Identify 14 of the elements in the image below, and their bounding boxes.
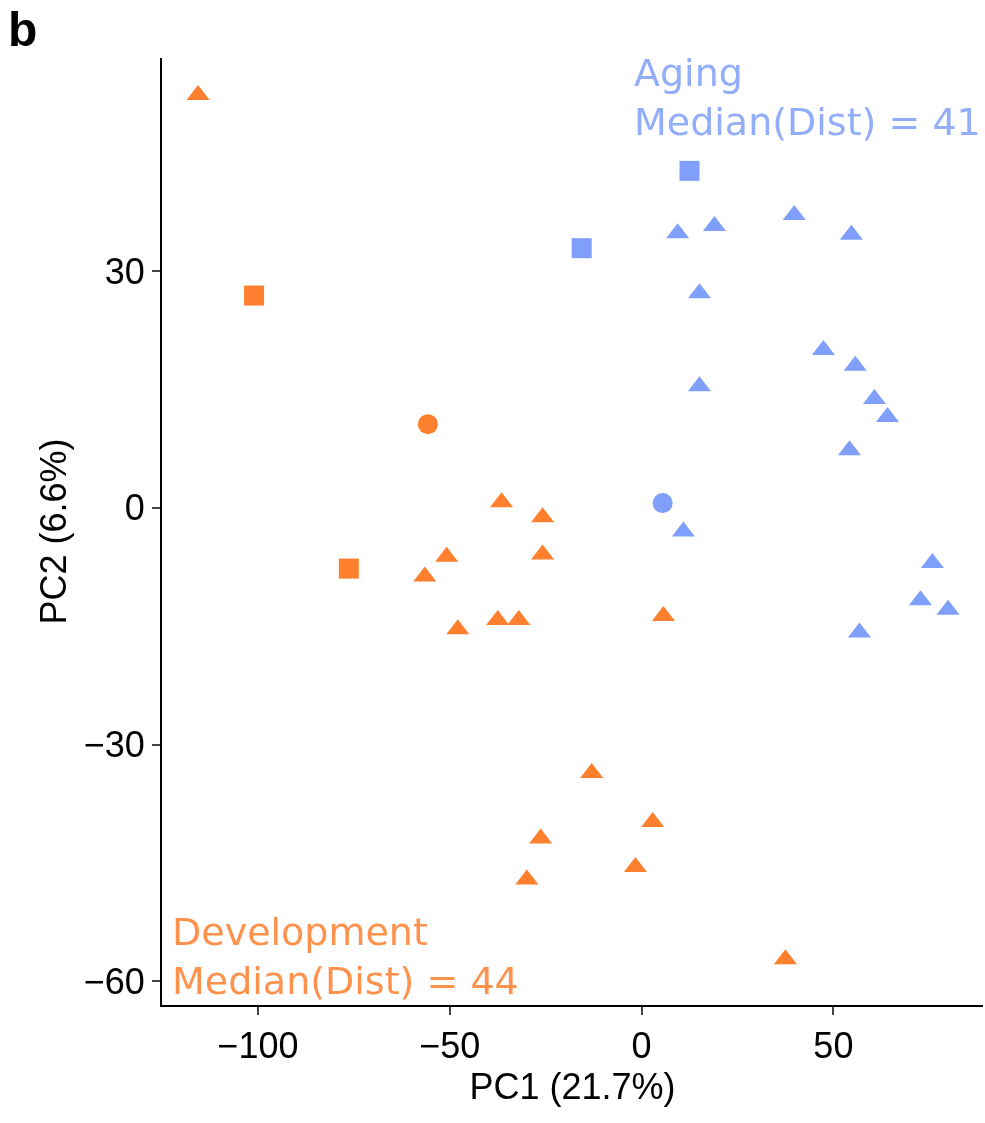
x-tick-label: −100: [217, 1025, 299, 1067]
annotation: Development Median(Dist) = 44: [172, 910, 519, 1004]
x-tick-label: −50: [419, 1025, 481, 1067]
y-tick-label: −30: [83, 724, 145, 766]
y-axis-title: PC2 (6.6%): [33, 438, 75, 625]
y-tick-label: −60: [83, 960, 145, 1002]
annotation: Aging Median(Dist) = 41: [634, 51, 981, 145]
x-tick-label: 50: [813, 1025, 854, 1067]
text: b: [8, 3, 38, 56]
x-axis-title: PC1 (21.7%): [469, 1066, 676, 1108]
y-tick-label: 0: [124, 487, 145, 529]
point: [679, 160, 700, 181]
y-tick-label: 30: [104, 250, 145, 292]
x-tick-label: 0: [631, 1025, 652, 1067]
